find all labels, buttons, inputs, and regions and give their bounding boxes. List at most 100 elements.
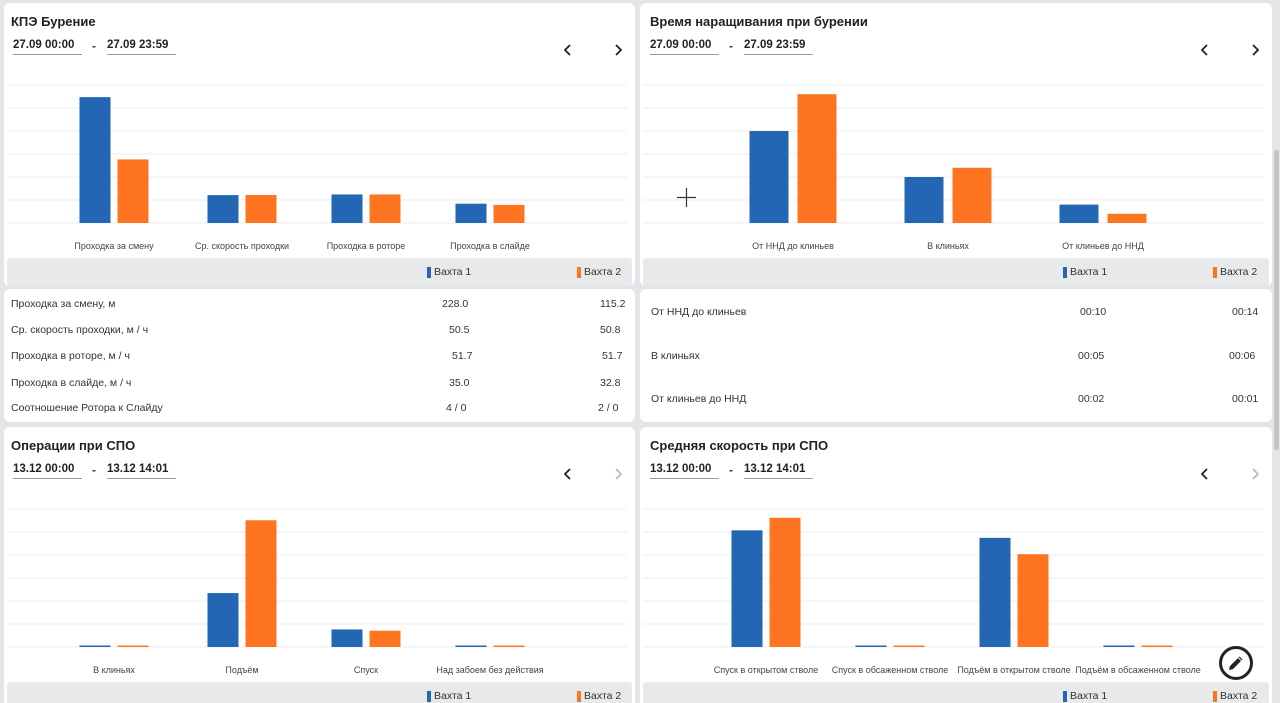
table-value-shift1: 51.7 [452, 350, 472, 362]
prev-arrow-icon[interactable] [561, 43, 575, 57]
prev-arrow-icon[interactable] [1198, 467, 1212, 481]
x-tick-label: От клиньев до ННД [1062, 241, 1144, 251]
date-from[interactable]: 27.09 00:00 [13, 39, 82, 55]
next-arrow-icon[interactable] [1248, 43, 1262, 57]
table-label: Проходка в слайде, м / ч [11, 377, 131, 389]
date-to[interactable]: 27.09 23:59 [107, 39, 176, 55]
legend-shift-2[interactable]: Вахта 2 [577, 690, 621, 702]
legend-swatch [427, 691, 431, 702]
table-value-shift2: 00:01 [1232, 393, 1258, 405]
bar-1[interactable] [456, 646, 487, 648]
legend-swatch [427, 267, 431, 278]
bar-2[interactable] [1108, 214, 1147, 223]
bar-1[interactable] [80, 646, 111, 648]
x-tick-label: Проходка в роторе [327, 241, 406, 251]
x-tick-label: Проходка в слайде [450, 241, 530, 251]
bar-2[interactable] [246, 195, 277, 223]
bar-1[interactable] [732, 530, 763, 647]
card-kpe-chart: КПЭ Бурение 27.09 00:00 - 27.09 23:59 Пр… [4, 3, 635, 286]
bar-1[interactable] [332, 194, 363, 223]
edit-button[interactable] [1219, 646, 1253, 680]
bar-1[interactable] [1104, 646, 1135, 648]
table-value-shift2: 115.2 [600, 298, 626, 310]
legend-shift-1[interactable]: Вахта 1 [1063, 266, 1107, 278]
next-arrow-icon[interactable] [611, 43, 625, 57]
bar-2[interactable] [494, 646, 525, 648]
card-connections-chart: Время наращивания при бурении 27.09 00:0… [640, 3, 1272, 286]
bar-1[interactable] [980, 538, 1011, 647]
table-label: Соотношение Ротора к Слайду [11, 402, 163, 414]
date-to[interactable]: 27.09 23:59 [744, 39, 813, 55]
next-arrow-icon[interactable] [611, 467, 625, 481]
bar-2[interactable] [953, 168, 992, 223]
x-tick-label: Над забоем без действия [436, 665, 543, 675]
x-tick-label: Ср. скорость проходки [195, 241, 289, 251]
bar-2[interactable] [370, 194, 401, 223]
bar-1[interactable] [332, 629, 363, 647]
bar-1[interactable] [456, 204, 487, 223]
legend-shift-2[interactable]: Вахта 2 [577, 266, 621, 278]
tripping-ops-bar-chart: В клиньях Подъём Спуск Над забоем без дейст… [4, 497, 635, 677]
bar-1[interactable] [856, 646, 887, 648]
date-from[interactable]: 13.12 00:00 [650, 463, 719, 479]
connections-bar-chart: От ННД до клиньев В клиньях От клиньев до … [640, 73, 1272, 253]
card-title: КПЭ Бурение [11, 14, 96, 29]
legend-shift-1[interactable]: Вахта 1 [427, 690, 471, 702]
date-separator: - [729, 463, 733, 477]
legend-shift-2[interactable]: Вахта 2 [1213, 690, 1257, 702]
bar-2[interactable] [118, 646, 149, 648]
date-to[interactable]: 13.12 14:01 [107, 463, 176, 479]
date-separator: - [92, 39, 96, 53]
bar-2[interactable] [798, 94, 837, 223]
page-scrollbar[interactable] [1274, 150, 1279, 450]
chart-legend: Вахта 1 Вахта 2 [7, 258, 632, 286]
date-to[interactable]: 13.12 14:01 [744, 463, 813, 479]
bar-2[interactable] [494, 205, 525, 223]
prev-arrow-icon[interactable] [1198, 43, 1212, 57]
prev-arrow-icon[interactable] [561, 467, 575, 481]
bar-1[interactable] [905, 177, 944, 223]
table-label: В клиньях [651, 350, 700, 362]
x-tick-label: Подъём в обсаженном стволе [1075, 665, 1201, 675]
bar-1[interactable] [750, 131, 789, 223]
table-value-shift1: 00:02 [1078, 393, 1104, 405]
next-arrow-icon[interactable] [1248, 467, 1262, 481]
table-label: От ННД до клиньев [651, 306, 746, 318]
bar-2[interactable] [770, 518, 801, 647]
table-value-shift2: 00:06 [1229, 350, 1255, 362]
x-tick-label: От ННД до клиньев [752, 241, 834, 251]
table-value-shift2: 32.8 [600, 377, 620, 389]
bar-1[interactable] [1060, 205, 1099, 223]
legend-swatch [1063, 691, 1067, 702]
x-tick-label: В клиньях [927, 241, 969, 251]
legend-shift-2[interactable]: Вахта 2 [1213, 266, 1257, 278]
chart-legend: Вахта 1 Вахта 2 [7, 682, 632, 703]
legend-shift-1[interactable]: Вахта 1 [427, 266, 471, 278]
legend-label: Вахта 1 [434, 266, 471, 278]
legend-shift-1[interactable]: Вахта 1 [1063, 690, 1107, 702]
legend-label: Вахта 2 [1220, 690, 1257, 702]
bar-2[interactable] [894, 646, 925, 648]
legend-swatch [1063, 267, 1067, 278]
card-title: Операции при СПО [11, 438, 135, 453]
bar-2[interactable] [1142, 646, 1173, 648]
bar-2[interactable] [118, 159, 149, 223]
table-label: От клиньев до ННД [651, 393, 746, 405]
date-from[interactable]: 27.09 00:00 [650, 39, 719, 55]
table-value-shift2: 2 / 0 [598, 402, 618, 414]
table-label: Проходка в роторе, м / ч [11, 350, 130, 362]
bar-2[interactable] [246, 520, 277, 647]
card-tripping-ops: Операции при СПО 13.12 00:00 - 13.12 14:… [4, 427, 635, 703]
table-value-shift1: 00:05 [1078, 350, 1104, 362]
bar-2[interactable] [370, 631, 401, 647]
bar-1[interactable] [208, 195, 239, 223]
date-from[interactable]: 13.12 00:00 [13, 463, 82, 479]
legend-swatch [1213, 267, 1217, 278]
pencil-icon [1227, 654, 1245, 672]
bar-2[interactable] [1018, 554, 1049, 647]
bar-1[interactable] [208, 593, 239, 647]
chart-legend: Вахта 1 Вахта 2 [643, 682, 1269, 703]
date-separator: - [92, 463, 96, 477]
bar-1[interactable] [80, 97, 111, 223]
x-tick-label: Проходка за смену [74, 241, 154, 251]
